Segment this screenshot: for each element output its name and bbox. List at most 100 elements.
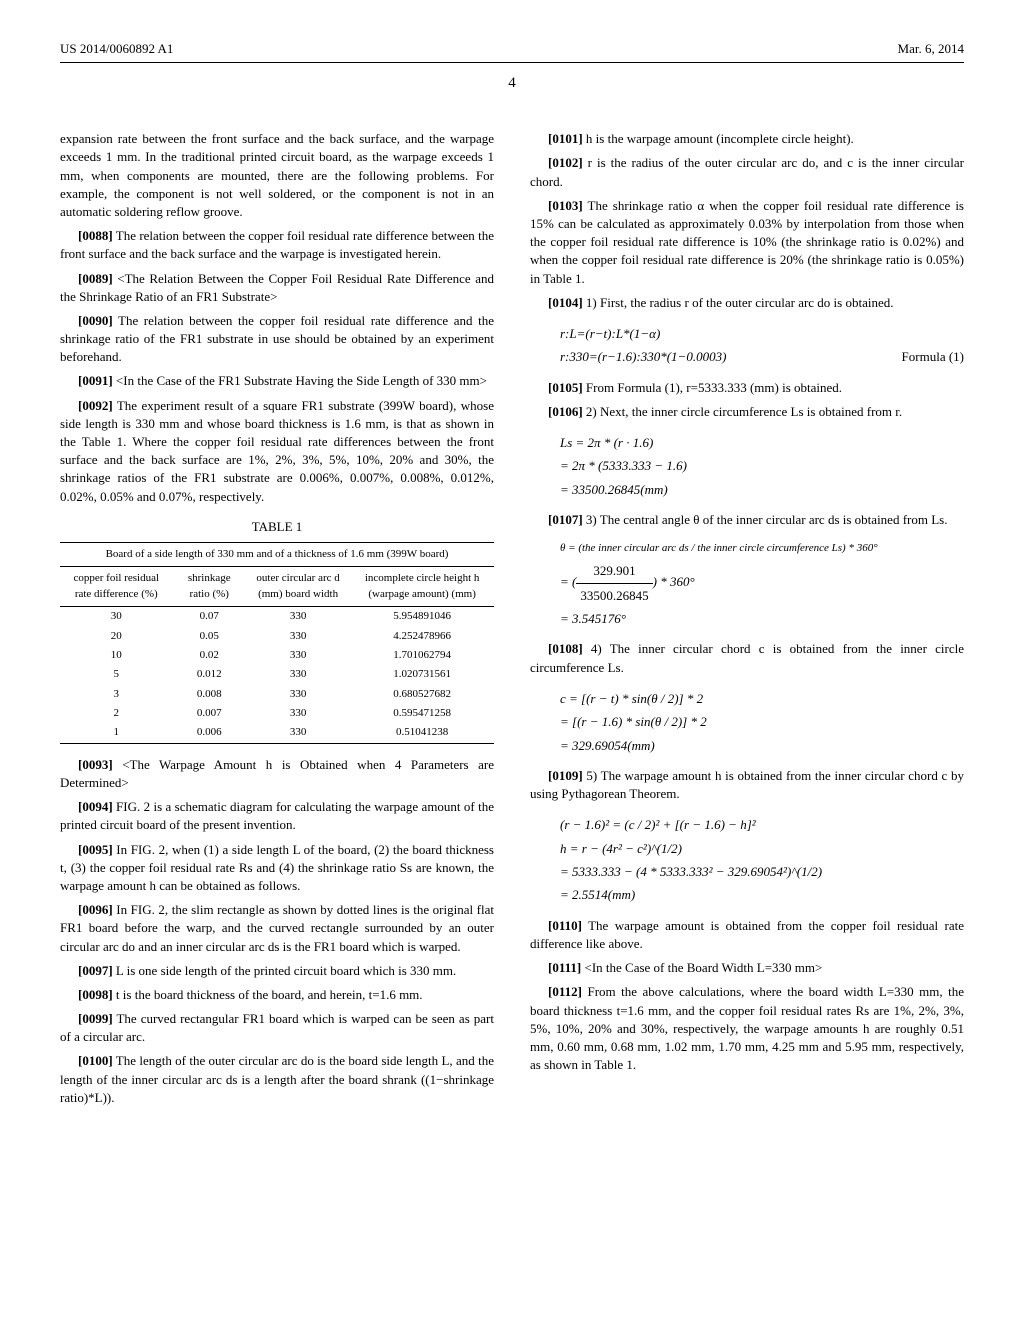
formula-2: Ls = 2π * (r · 1.6) = 2π * (5333.333 − 1… [560,431,964,501]
para-num: [0097] [78,963,113,978]
table1-caption: TABLE 1 [60,518,494,536]
formula-3-l1: θ = (the inner circular arc ds / the inn… [560,539,964,559]
para-text: <The Warpage Amount h is Obtained when 4… [60,757,494,790]
table-cell: 5.954891046 [350,607,494,627]
para-0107: [0107] 3) The central angle θ of the inn… [530,511,964,529]
para-text: The warpage amount is obtained from the … [530,918,964,951]
para-0090: [0090] The relation between the copper f… [60,312,494,367]
table-cell: 330 [246,723,350,743]
patent-date: Mar. 6, 2014 [898,40,964,58]
formula-1b: r:330=(r−1.6):330*(1−0.0003) [560,345,726,368]
para-text: The shrinkage ratio α when the copper fo… [530,198,964,286]
para-num: [0111] [548,960,581,975]
table-cell: 20 [60,627,173,646]
table-cell: 330 [246,646,350,665]
table1-col0: copper foil residual rate difference (%) [60,567,173,607]
table-cell: 330 [246,685,350,704]
para-text: In FIG. 2, when (1) a side length L of t… [60,842,494,893]
para-0102: [0102] r is the radius of the outer circ… [530,154,964,190]
para-0088: [0088] The relation between the copper f… [60,227,494,263]
table-row: 20.0073300.595471258 [60,704,494,723]
table-cell: 10 [60,646,173,665]
para-text: From Formula (1), r=5333.333 (mm) is obt… [583,380,842,395]
para-0104: [0104] 1) First, the radius r of the out… [530,294,964,312]
formula-3-num: 329.901 [576,559,652,583]
para-num: [0110] [548,918,582,933]
table-row: 200.053304.252478966 [60,627,494,646]
para-0099: [0099] The curved rectangular FR1 board … [60,1010,494,1046]
para-num: [0095] [78,842,113,857]
table-cell: 0.595471258 [350,704,494,723]
formula-5-l2: h = r − (4r² − c²)^(1/2) [560,837,964,860]
formula-1b-label: Formula (1) [902,345,964,368]
formula-2-l1: Ls = 2π * (r · 1.6) [560,431,964,454]
para-text: The length of the outer circular arc do … [60,1053,494,1104]
para-0089: [0089] <The Relation Between the Copper … [60,270,494,306]
formula-4-l1: c = [(r − t) * sin(θ / 2)] * 2 [560,687,964,710]
para-text: FIG. 2 is a schematic diagram for calcul… [60,799,494,832]
para-num: [0104] [548,295,583,310]
table-cell: 0.05 [173,627,246,646]
table-cell: 5 [60,665,173,684]
para-0093: [0093] <The Warpage Amount h is Obtained… [60,756,494,792]
para-num: [0112] [548,984,582,999]
para-text: 2) Next, the inner circle circumference … [583,404,902,419]
para-text: The relation between the copper foil res… [60,313,494,364]
table-cell: 1.701062794 [350,646,494,665]
table-cell: 3 [60,685,173,704]
para-num: [0092] [78,398,113,413]
para-0109: [0109] 5) The warpage amount h is obtain… [530,767,964,803]
para-text: The experiment result of a square FR1 su… [60,398,494,504]
patent-number: US 2014/0060892 A1 [60,40,173,58]
para-num: [0108] [548,641,583,656]
para-num: [0089] [78,271,113,286]
table-cell: 330 [246,607,350,627]
para-0106: [0106] 2) Next, the inner circle circumf… [530,403,964,421]
formula-4-l3: = 329.69054(mm) [560,734,964,757]
formula-3-den: 33500.26845 [576,584,652,607]
para-num: [0098] [78,987,113,1002]
para-0110: [0110] The warpage amount is obtained fr… [530,917,964,953]
para-text: <In the Case of the FR1 Substrate Having… [113,373,487,388]
para-num: [0106] [548,404,583,419]
page-number: 4 [60,73,964,94]
para-0103: [0103] The shrinkage ratio α when the co… [530,197,964,288]
formula-1a: r:L=(r−t):L*(1−α) [560,322,964,345]
para-0097: [0097] L is one side length of the print… [60,962,494,980]
para-num: [0103] [548,198,583,213]
table-cell: 2 [60,704,173,723]
table1-col2: outer circular arc d (mm) board width [246,567,350,607]
para-text: The relation between the copper foil res… [60,228,494,261]
formula-5-l1: (r − 1.6)² = (c / 2)² + [(r − 1.6) − h]² [560,813,964,836]
table-cell: 330 [246,704,350,723]
para-text: r is the radius of the outer circular ar… [530,155,964,188]
formula-1: r:L=(r−t):L*(1−α) r:330=(r−1.6):330*(1−0… [560,322,964,369]
table-cell: 0.02 [173,646,246,665]
para-0098: [0098] t is the board thickness of the b… [60,986,494,1004]
table-row: 50.0123301.020731561 [60,665,494,684]
formula-2-l3: = 33500.26845(mm) [560,478,964,501]
para-0094: [0094] FIG. 2 is a schematic diagram for… [60,798,494,834]
para-text: 3) The central angle θ of the inner circ… [583,512,948,527]
para-text: 1) First, the radius r of the outer circ… [583,295,894,310]
intro-paragraph: expansion rate between the front surface… [60,130,494,221]
table-cell: 330 [246,627,350,646]
table-cell: 4.252478966 [350,627,494,646]
formula-3: θ = (the inner circular arc ds / the inn… [560,539,964,630]
para-text: In FIG. 2, the slim rectangle as shown b… [60,902,494,953]
table-cell: 0.51041238 [350,723,494,743]
formula-3-l2: = (329.90133500.26845) * 360° [560,559,964,607]
table-cell: 0.07 [173,607,246,627]
para-text: h is the warpage amount (incomplete circ… [583,131,854,146]
table-cell: 0.007 [173,704,246,723]
table1: Board of a side length of 330 mm and of … [60,542,494,744]
formula-4: c = [(r − t) * sin(θ / 2)] * 2 = [(r − 1… [560,687,964,757]
table-cell: 1 [60,723,173,743]
table-cell: 0.680527682 [350,685,494,704]
para-0108: [0108] 4) The inner circular chord c is … [530,640,964,676]
para-num: [0101] [548,131,583,146]
table-cell: 1.020731561 [350,665,494,684]
para-0095: [0095] In FIG. 2, when (1) a side length… [60,841,494,896]
para-num: [0094] [78,799,113,814]
table1-col1: shrinkage ratio (%) [173,567,246,607]
